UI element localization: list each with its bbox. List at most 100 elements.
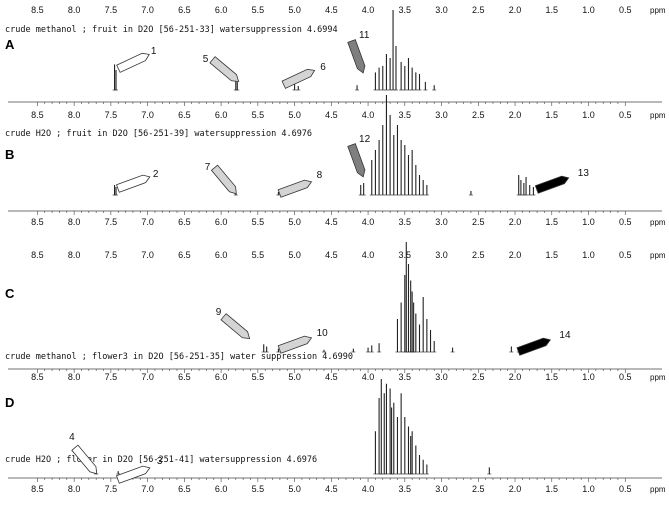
tick-label-top: 6.0 (215, 250, 228, 260)
annotation-label: 4 (69, 432, 75, 443)
spectrum-header: crude methanol ; fruit in D2O [56-251-33… (5, 25, 338, 35)
tick-label: 4.5 (325, 372, 338, 382)
tick-label: 5.5 (252, 217, 265, 227)
tick-label: 6.5 (178, 110, 191, 120)
tick-label: 7.0 (141, 217, 154, 227)
tick-label: 6.5 (178, 484, 191, 494)
tick-label: 1.5 (546, 217, 559, 227)
tick-label: 0.5 (619, 372, 632, 382)
panel-letter: C (5, 286, 15, 301)
tick-label: 8.0 (68, 372, 81, 382)
tick-label: 3.5 (399, 484, 412, 494)
unit-label-top: ppm (650, 251, 666, 260)
unit-label: ppm (650, 218, 666, 227)
unit-label: ppm (650, 111, 666, 120)
annotation-label: 8 (317, 170, 323, 181)
tick-label: 3.5 (399, 217, 412, 227)
tick-label: 3.0 (435, 217, 448, 227)
tick-label-top: 3.0 (435, 5, 448, 15)
annotation-label: 2 (153, 169, 159, 180)
tick-label: 2.0 (509, 217, 522, 227)
panel-letter: D (5, 395, 14, 410)
tick-label: 2.5 (472, 372, 485, 382)
panel-letter: B (5, 147, 14, 162)
tick-label: 7.0 (141, 110, 154, 120)
tick-label: 6.5 (178, 217, 191, 227)
tick-label-top: 4.5 (325, 5, 338, 15)
tick-label-top: 1.0 (582, 250, 595, 260)
tick-label: 5.0 (288, 372, 301, 382)
tick-label: 1.0 (582, 372, 595, 382)
tick-label: 0.5 (619, 484, 632, 494)
tick-label: 1.0 (582, 484, 595, 494)
tick-label-top: 7.0 (141, 250, 154, 260)
tick-label: 4.5 (325, 110, 338, 120)
tick-label: 1.5 (546, 484, 559, 494)
tick-label: 6.0 (215, 372, 228, 382)
tick-label: 8.0 (68, 217, 81, 227)
tick-label: 1.5 (546, 110, 559, 120)
tick-label-top: 2.5 (472, 5, 485, 15)
spectrum-header: crude H2O ; fruit in D2O [56-251-39] wat… (5, 129, 312, 139)
tick-label: 2.5 (472, 217, 485, 227)
annotation-arrow (71, 444, 98, 475)
tick-label: 8.5 (31, 372, 44, 382)
tick-label-top: 8.5 (31, 5, 44, 15)
annotation-label: 3 (157, 456, 163, 467)
spectrum-header: crude methanol ; flower3 in D2O [56-251-… (5, 352, 353, 362)
tick-label: 5.5 (252, 484, 265, 494)
tick-label-top: 5.5 (252, 5, 265, 15)
annotation-arrow (347, 39, 366, 74)
tick-label-top: 7.0 (141, 5, 154, 15)
tick-label: 3.0 (435, 484, 448, 494)
tick-label: 2.5 (472, 484, 485, 494)
tick-label: 4.5 (325, 484, 338, 494)
tick-label-top: 1.0 (582, 5, 595, 15)
tick-label: 4.0 (362, 217, 375, 227)
tick-label: 7.0 (141, 484, 154, 494)
tick-label-top: 0.5 (619, 5, 632, 15)
arrow-shape (116, 465, 151, 484)
tick-label: 8.5 (31, 484, 44, 494)
arrow-shape (220, 313, 251, 340)
tick-label-top: 2.0 (509, 250, 522, 260)
tick-label: 2.0 (509, 110, 522, 120)
tick-label-top: 1.5 (546, 5, 559, 15)
tick-label-top: 5.0 (288, 250, 301, 260)
tick-label: 4.0 (362, 484, 375, 494)
tick-label: 1.0 (582, 217, 595, 227)
annotation-label: 1 (151, 46, 157, 57)
annotation-arrow (116, 52, 150, 73)
arrow-shape (277, 335, 313, 354)
annotation-arrow (210, 164, 237, 195)
annotation-label: 11 (359, 30, 370, 41)
tick-label: 3.5 (399, 372, 412, 382)
tick-label: 3.0 (435, 110, 448, 120)
tick-label-top: 0.5 (619, 250, 632, 260)
tick-label-top: 6.5 (178, 250, 191, 260)
tick-label: 3.5 (399, 110, 412, 120)
tick-label: 2.0 (509, 484, 522, 494)
annotation-arrow (116, 465, 151, 484)
annotation-arrow (281, 68, 316, 89)
annotation-label: 9 (216, 307, 222, 318)
arrow-shape (116, 174, 151, 193)
annotation-arrow (516, 337, 551, 356)
annotation-label: 13 (578, 168, 590, 179)
tick-label-top: 4.5 (325, 250, 338, 260)
spectrum-header: crude H2O ; flower in D2O [56-251-41] wa… (5, 455, 317, 465)
unit-label: ppm (650, 485, 666, 494)
arrow-shape (281, 68, 316, 89)
tick-label-top: 5.0 (288, 5, 301, 15)
tick-label-top: 7.5 (105, 250, 118, 260)
tick-label: 8.0 (68, 110, 81, 120)
tick-label: 4.0 (362, 372, 375, 382)
arrow-shape (534, 175, 570, 194)
arrow-shape (71, 444, 98, 475)
tick-label-top: 5.5 (252, 250, 265, 260)
tick-label: 7.5 (105, 484, 118, 494)
tick-label: 8.5 (31, 110, 44, 120)
arrow-shape (516, 337, 551, 356)
tick-label-top: 6.0 (215, 5, 228, 15)
tick-label: 3.0 (435, 372, 448, 382)
